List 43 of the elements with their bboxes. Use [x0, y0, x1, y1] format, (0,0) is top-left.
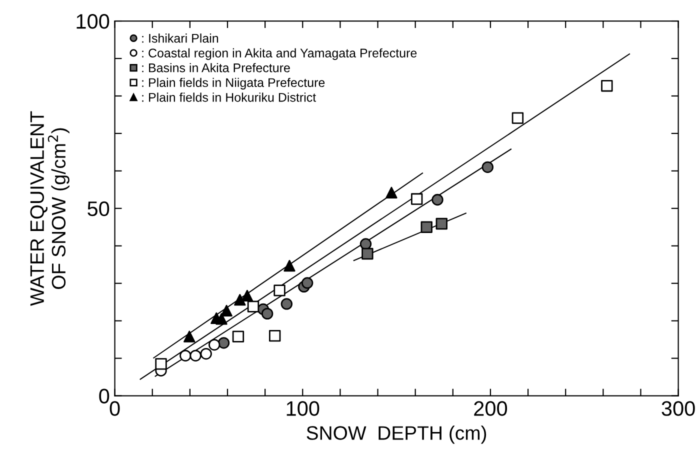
point: [301, 277, 314, 289]
point: [436, 218, 448, 230]
point: [482, 161, 494, 174]
x-axis-title: SNOW DEPTH (cm): [306, 426, 486, 444]
legend-label: : Coastal region in Akita and Yamagata Prefecture: [142, 48, 417, 60]
y-tick-label: 100: [76, 14, 110, 29]
point: [268, 330, 281, 342]
point: [218, 337, 230, 349]
y-tick-label: 50: [88, 201, 110, 216]
x-tick-label: 100: [286, 401, 320, 416]
legend-label: : Plain fields in Hokuriku District: [142, 92, 316, 102]
point: [216, 313, 228, 325]
point: [220, 304, 232, 317]
point: [274, 284, 286, 296]
point: [601, 80, 613, 92]
legend-label: : Ishikari Plain: [142, 34, 218, 43]
point: [432, 194, 444, 206]
point: [410, 193, 423, 205]
y-axis-title: WATER EQUIVALENT OF SNOW (g/cm$^{2}$): [30, 111, 70, 306]
y-tick-label: 0: [99, 388, 110, 404]
point: [200, 348, 212, 360]
point: [261, 308, 274, 320]
point: [280, 298, 293, 310]
legend-label: : Basins in Akita Prefecture: [142, 63, 290, 72]
point: [155, 358, 167, 370]
point: [360, 238, 372, 250]
x-tick-label: 200: [474, 401, 508, 416]
point: [512, 112, 524, 124]
point: [420, 221, 432, 233]
point: [386, 186, 398, 198]
point: [190, 350, 202, 362]
point: [234, 294, 246, 306]
x-tick-label: 0: [110, 401, 120, 416]
point: [180, 350, 192, 362]
point: [208, 338, 220, 351]
point: [362, 248, 374, 260]
x-tick-label: 300: [662, 401, 695, 416]
legend-label: : Plain fields in Niigata Prefecture: [142, 78, 325, 90]
point: [284, 260, 296, 272]
point: [241, 290, 254, 302]
point: [232, 330, 244, 342]
point: [184, 330, 196, 342]
point: [247, 300, 260, 312]
